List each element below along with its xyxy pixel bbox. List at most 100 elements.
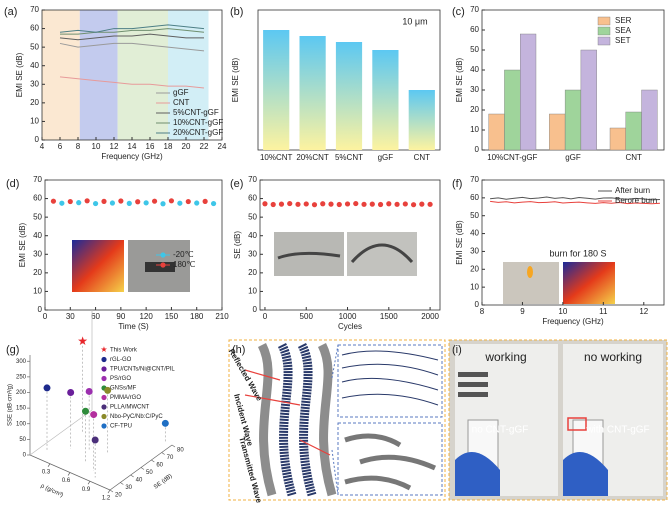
y-tick-label: 40 xyxy=(136,478,143,484)
x-tick-label: 14 xyxy=(128,142,137,151)
y-tick-label: 10 xyxy=(33,287,42,296)
legend-label: SER xyxy=(615,16,632,25)
y-tick-label: 60 xyxy=(33,194,42,203)
shield-layers xyxy=(257,342,337,497)
legend-marker xyxy=(160,252,166,258)
point xyxy=(168,198,175,204)
legend-label: CNT xyxy=(173,98,190,107)
y-tick-label: 30 xyxy=(33,249,42,258)
point xyxy=(320,201,326,207)
bar xyxy=(580,49,597,151)
point xyxy=(295,201,301,207)
zoom-link xyxy=(331,449,339,496)
legend-label: After burn xyxy=(615,186,650,195)
point xyxy=(50,198,57,204)
y-axis-label: EMI SE (dB) xyxy=(455,220,464,265)
y-tick-label: 40 xyxy=(33,231,42,240)
legend-label: 20%CNT-gGF xyxy=(173,128,223,137)
line xyxy=(490,200,660,205)
point xyxy=(303,201,309,207)
x-tick-label: 2000 xyxy=(421,312,439,321)
y-axis-label: EMI SE (dB) xyxy=(455,57,464,102)
y-tick-label: 30 xyxy=(125,485,132,491)
x-axis-label: Frequency (GHz) xyxy=(542,317,604,326)
point xyxy=(67,198,73,205)
x-tick-label: 10 xyxy=(558,307,567,316)
legend-label: 180℃ xyxy=(173,260,195,269)
frequency-band xyxy=(117,10,168,140)
point xyxy=(161,419,169,427)
y-tick-label: 20 xyxy=(248,268,257,277)
point xyxy=(419,201,425,207)
zoom-link xyxy=(331,344,339,379)
point xyxy=(410,202,417,208)
y-tick-label: 0 xyxy=(475,145,480,154)
sample-label: no CNT-gGF xyxy=(472,425,529,436)
legend-marker xyxy=(101,413,107,420)
bar xyxy=(299,36,326,150)
legend-label: CF-TPU xyxy=(110,424,132,430)
y-tick-label: 20 xyxy=(470,105,479,114)
point xyxy=(402,201,408,207)
bend-photo xyxy=(347,232,417,276)
x-tick-label: 16 xyxy=(146,142,155,151)
y-tick-label: 70 xyxy=(30,5,39,14)
point xyxy=(84,198,90,204)
point xyxy=(109,200,116,206)
point xyxy=(262,201,268,207)
x-tick-label: 11 xyxy=(599,307,608,316)
glove xyxy=(455,452,500,496)
line xyxy=(490,196,660,201)
status-label: working xyxy=(484,350,526,364)
point xyxy=(386,201,392,207)
x-tick-label: 150 xyxy=(165,312,179,321)
x-axis-label: Cycles xyxy=(338,322,362,331)
legend-label: Berore burn xyxy=(615,196,657,205)
x-tick xyxy=(87,481,91,485)
legend-label: -20℃ xyxy=(173,250,194,259)
y-tick-label: 60 xyxy=(248,194,257,203)
y-tick-label: 70 xyxy=(167,455,174,461)
point xyxy=(361,201,367,207)
line xyxy=(59,42,205,52)
legend-label: TPU/CNTs/Ni@CNT/PIL xyxy=(110,367,175,373)
bar xyxy=(335,42,363,150)
bar xyxy=(372,50,399,150)
bar xyxy=(641,89,658,151)
x-tick-label: 10%CNT-gGF xyxy=(487,153,537,162)
x-tick-label: gGF xyxy=(565,153,581,162)
point xyxy=(143,200,149,206)
point xyxy=(101,198,107,204)
y-tick-label: 50 xyxy=(470,211,479,220)
y-tick-label: 10 xyxy=(30,117,39,126)
y-tick-label: 50 xyxy=(146,470,153,476)
point xyxy=(85,387,93,395)
x-tick-label: 0.3 xyxy=(42,469,51,475)
legend-marker xyxy=(101,366,107,372)
x-tick-label: 1000 xyxy=(339,312,357,321)
y-tick-label: 20 xyxy=(33,268,42,277)
x-axis-label: Frequency (GHz) xyxy=(101,152,163,161)
x-tick-label: 60 xyxy=(91,312,100,321)
y-tick xyxy=(140,467,145,470)
point xyxy=(344,201,351,207)
x-tick-label: 18 xyxy=(164,142,173,151)
z-tick-label: 300 xyxy=(16,359,27,365)
y-tick xyxy=(130,474,134,478)
bar xyxy=(504,69,521,151)
y-tick-label: 50 xyxy=(470,45,479,54)
panel-label: (a) xyxy=(4,6,17,18)
point xyxy=(90,411,98,419)
y-tick-label: 30 xyxy=(30,79,39,88)
legend-marker xyxy=(101,356,107,363)
x-tick-label: 8 xyxy=(480,307,485,316)
z-tick-label: 150 xyxy=(16,406,27,412)
point xyxy=(377,201,384,208)
y-tick-label: 70 xyxy=(470,5,479,14)
x-axis-label: Time (S) xyxy=(118,322,149,331)
z-axis-label: SSE (dB·cm³/g) xyxy=(8,384,14,426)
point xyxy=(177,200,183,206)
y-tick-label: 20 xyxy=(115,493,122,499)
legend-label: Nbo-PyC/Nb:C/PyC xyxy=(110,414,163,420)
